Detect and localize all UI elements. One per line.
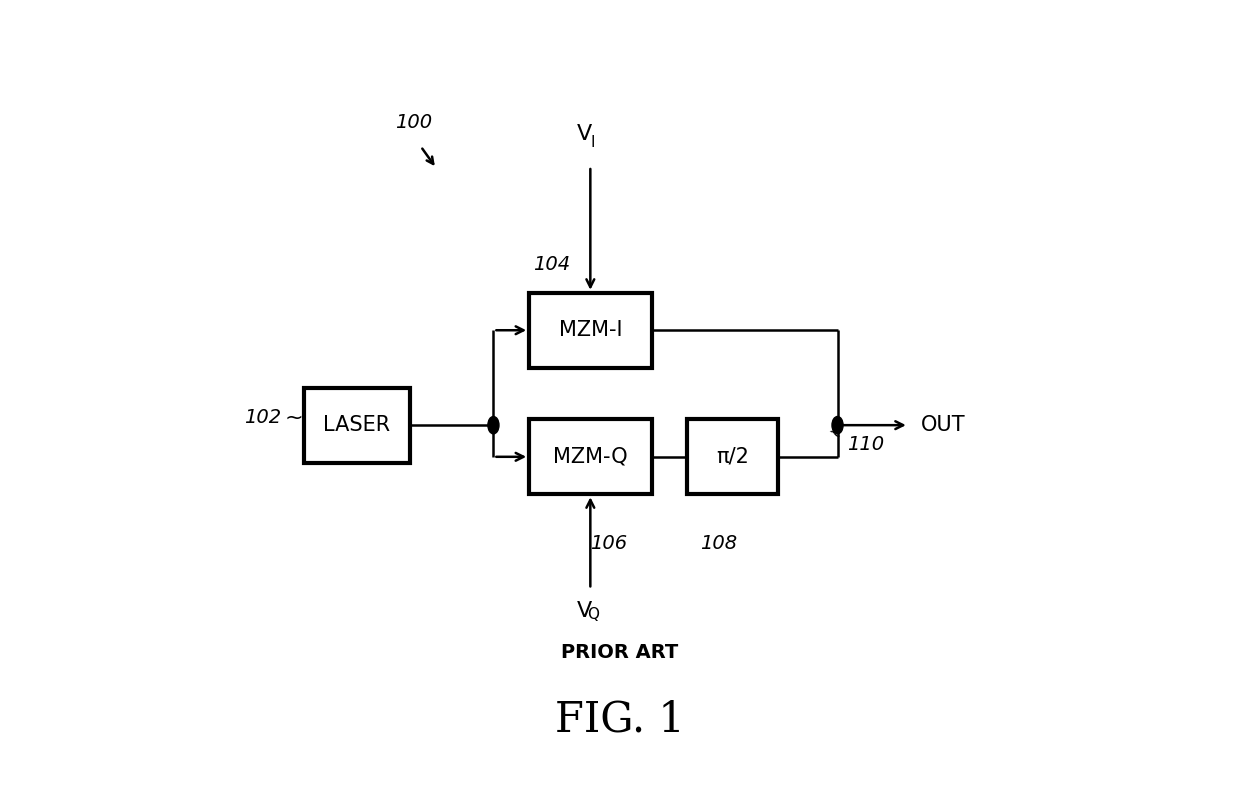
Text: 110: 110 xyxy=(847,435,884,454)
Text: Q: Q xyxy=(587,607,599,623)
Text: FIG. 1: FIG. 1 xyxy=(556,698,684,741)
Text: MZM-Q: MZM-Q xyxy=(553,447,627,467)
Text: ~: ~ xyxy=(823,423,844,445)
Bar xyxy=(687,419,779,494)
Text: 104: 104 xyxy=(533,255,570,274)
Text: V: V xyxy=(577,601,591,621)
Ellipse shape xyxy=(487,417,498,433)
Text: 106: 106 xyxy=(590,534,627,553)
Text: MZM-I: MZM-I xyxy=(558,320,622,340)
Bar xyxy=(529,293,652,368)
Text: ~: ~ xyxy=(285,407,304,428)
Text: LASER: LASER xyxy=(324,415,391,435)
Text: V: V xyxy=(577,124,591,144)
Text: 102: 102 xyxy=(244,408,281,427)
Text: I: I xyxy=(590,135,595,150)
Bar xyxy=(304,388,410,463)
Text: OUT: OUT xyxy=(920,414,965,435)
Text: PRIOR ART: PRIOR ART xyxy=(562,643,678,662)
Text: π/2: π/2 xyxy=(717,447,749,467)
Ellipse shape xyxy=(832,417,843,433)
Text: 100: 100 xyxy=(394,113,432,132)
Bar xyxy=(529,419,652,494)
Text: 108: 108 xyxy=(699,534,737,553)
